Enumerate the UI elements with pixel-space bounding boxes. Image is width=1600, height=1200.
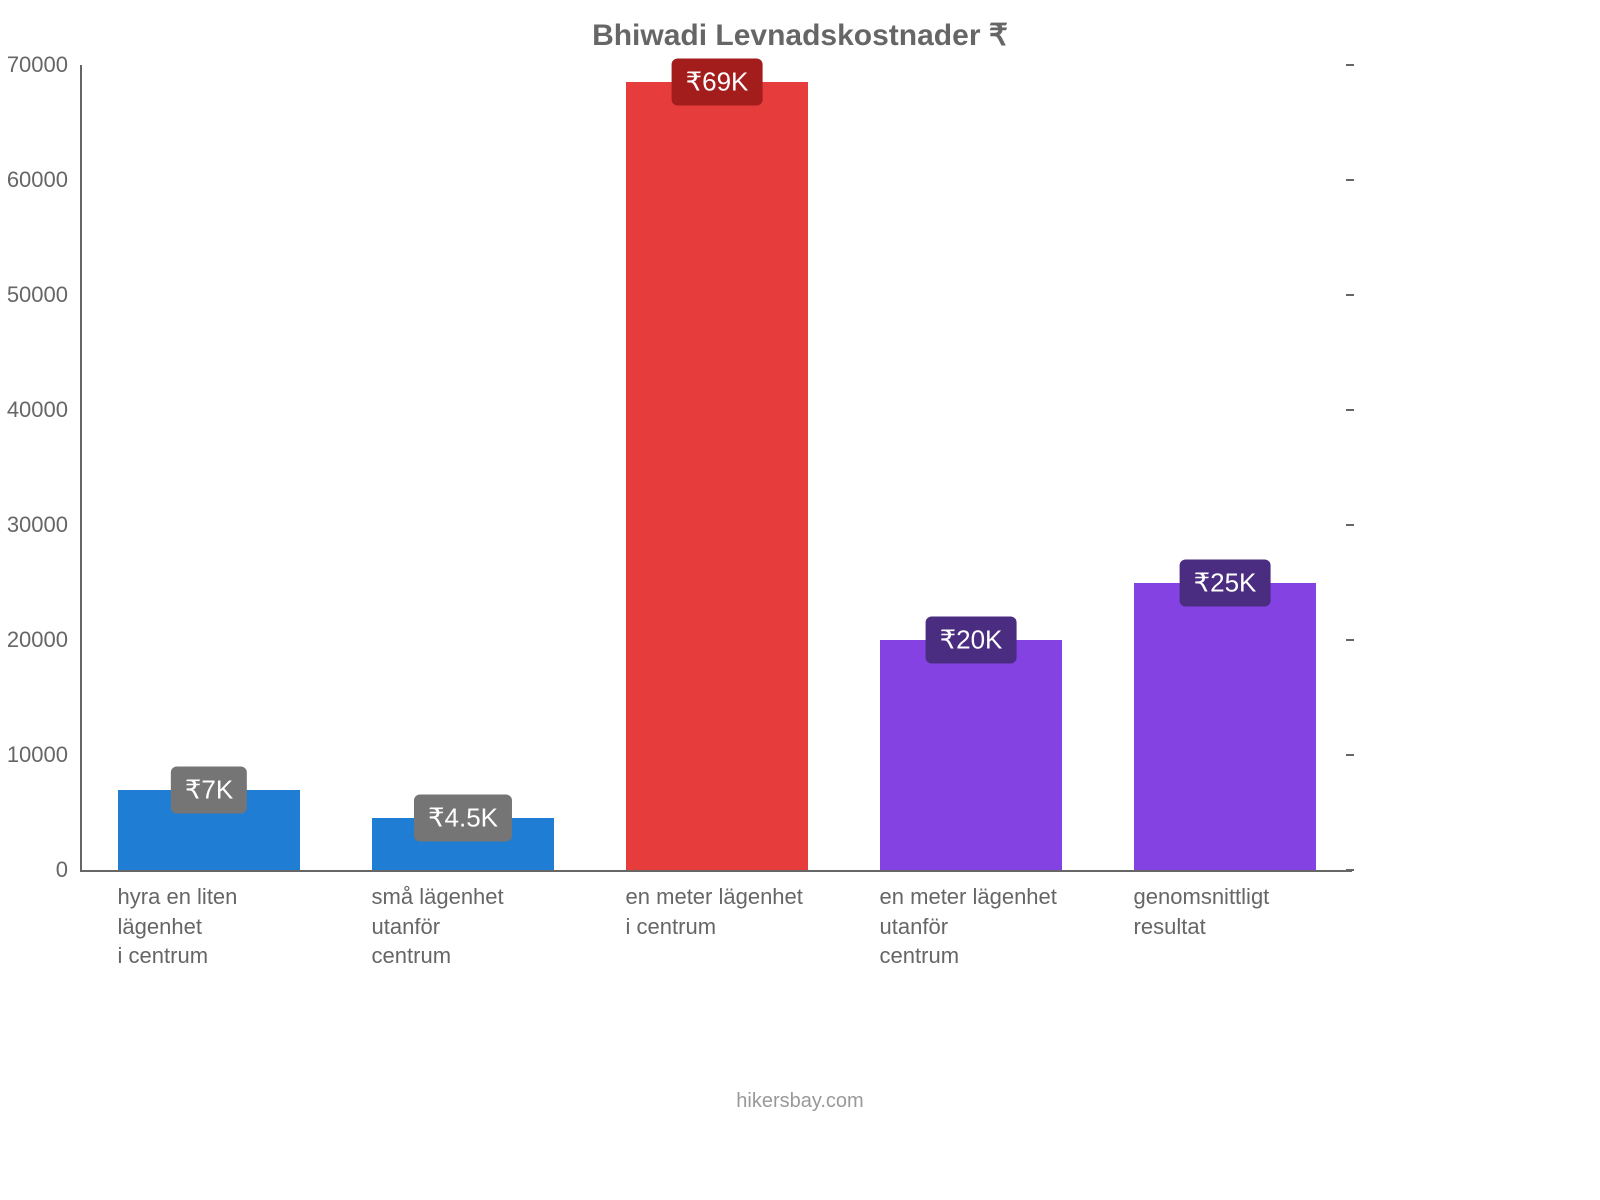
chart-footer: hikersbay.com [0, 1090, 1600, 1113]
y-tick-label: 60000 [7, 167, 82, 193]
y-tick-mark [1346, 524, 1354, 526]
x-category-label: en meter lägenhet utanför centrum [880, 870, 1063, 971]
bar: ₹4.5K [372, 818, 555, 870]
y-tick-label: 70000 [7, 52, 82, 78]
value-badge: ₹4.5K [414, 795, 512, 842]
y-tick-mark [1346, 294, 1354, 296]
bar: ₹20K [880, 640, 1063, 870]
value-badge: ₹20K [926, 617, 1017, 664]
y-tick-mark [1346, 64, 1354, 66]
value-badge: ₹69K [672, 59, 763, 106]
y-tick-mark [1346, 179, 1354, 181]
y-tick-label: 40000 [7, 397, 82, 423]
y-tick-label: 10000 [7, 742, 82, 768]
y-tick-label: 20000 [7, 627, 82, 653]
x-category-label: en meter lägenhet i centrum [626, 870, 809, 941]
bar: ₹7K [118, 790, 301, 871]
x-category-label: hyra en liten lägenhet i centrum [118, 870, 301, 971]
y-tick-label: 50000 [7, 282, 82, 308]
bar: ₹69K [626, 82, 809, 870]
y-tick-mark [1346, 409, 1354, 411]
x-category-label: små lägenhet utanför centrum [372, 870, 555, 971]
x-category-label: genomsnittligt resultat [1134, 870, 1317, 941]
plot-area: 010000200003000040000500006000070000₹7Kh… [80, 65, 1352, 872]
cost-of-living-chart: Bhiwadi Levnadskostnader ₹ 0100002000030… [0, 0, 1600, 1200]
bar: ₹25K [1134, 583, 1317, 871]
y-tick-mark [1346, 754, 1354, 756]
y-tick-label: 30000 [7, 512, 82, 538]
y-tick-label: 0 [56, 857, 82, 883]
y-tick-mark [1346, 639, 1354, 641]
value-badge: ₹7K [171, 766, 247, 813]
y-tick-mark [1346, 869, 1354, 871]
chart-title: Bhiwadi Levnadskostnader ₹ [0, 18, 1600, 53]
value-badge: ₹25K [1180, 559, 1271, 606]
